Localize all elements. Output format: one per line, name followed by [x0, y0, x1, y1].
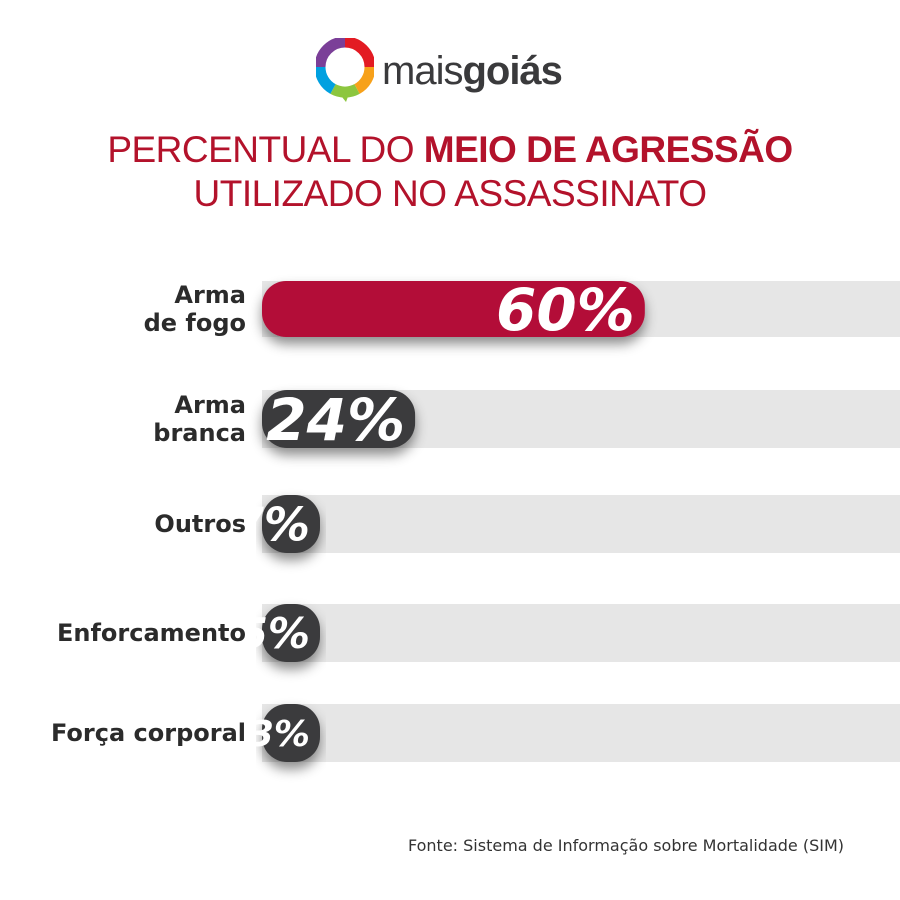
bar	[262, 390, 416, 448]
category-label: Força corporal	[51, 719, 246, 747]
title-prefix: PERCENTUAL DO	[107, 129, 424, 170]
category-label-line: Outros	[154, 510, 246, 538]
title-line-2: UTILIZADO NO ASSASSINATO	[193, 173, 707, 214]
bar	[262, 281, 645, 337]
bar	[262, 704, 320, 762]
category-label-line: de fogo	[144, 309, 246, 337]
bar-value-label: 7%	[232, 498, 310, 552]
bar-value-label: 60%	[496, 276, 635, 344]
logo-goias: goiás	[462, 49, 562, 93]
page-title: PERCENTUAL DO MEIO DE AGRESSÃO UTILIZADO…	[0, 128, 900, 216]
logo-wordmark: maisgoiás	[382, 49, 563, 93]
bar-track	[262, 604, 900, 662]
bar-track	[262, 495, 900, 553]
category-label-line: Força corporal	[51, 719, 246, 747]
bar	[262, 495, 320, 553]
category-label: Outros	[154, 510, 246, 538]
category-label: Arma branca	[153, 391, 246, 447]
logo-ring-icon	[316, 38, 374, 102]
bar-value-label: 5%	[239, 609, 310, 658]
logo-mais: mais	[382, 49, 463, 93]
bar-value-label: 3%	[249, 714, 310, 755]
category-label-line: Arma	[174, 391, 246, 419]
category-label-line: Arma	[174, 281, 246, 309]
category-label: Enforcamento	[57, 619, 246, 647]
bar-value-label: 24%	[266, 386, 405, 454]
title-emphasis: MEIO DE AGRESSÃO	[423, 129, 793, 170]
category-label-line: Enforcamento	[57, 619, 246, 647]
source-note: Fonte: Sistema de Informação sobre Morta…	[407, 836, 844, 855]
category-label-line: branca	[153, 419, 246, 447]
title-line-1: PERCENTUAL DO MEIO DE AGRESSÃO	[0, 128, 900, 172]
bar-track	[262, 704, 900, 762]
category-label: Arma de fogo	[144, 281, 246, 337]
bar	[262, 604, 320, 662]
brand-logo: maisgoiás	[316, 38, 563, 104]
